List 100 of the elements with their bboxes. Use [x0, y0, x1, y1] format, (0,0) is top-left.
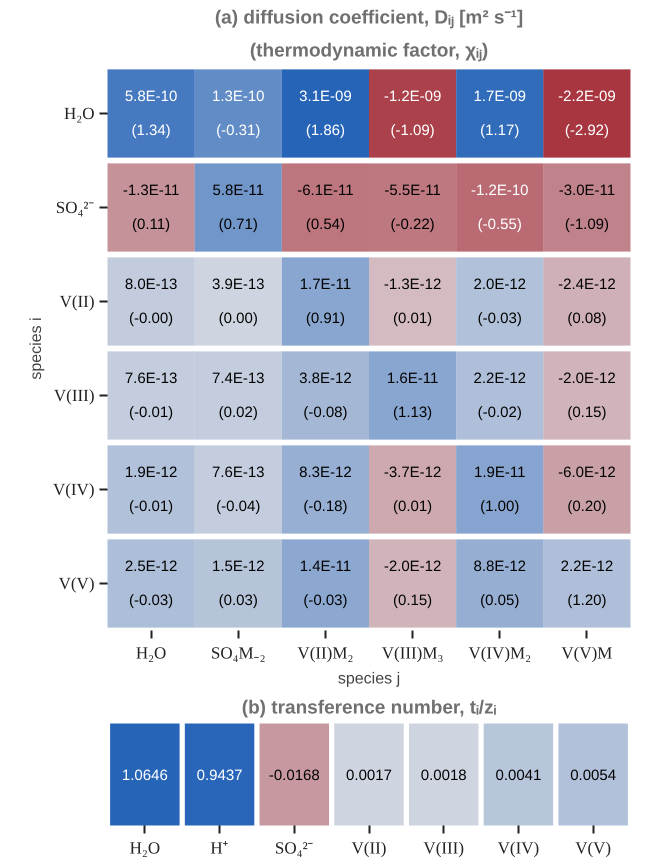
annotation: (0.05) — [480, 592, 520, 609]
annotation: (-0.18) — [303, 498, 348, 515]
annotation: (-0.03) — [303, 592, 348, 609]
data-label: 1.3E-10 — [212, 88, 265, 106]
y-tick-label: V(III) — [54, 386, 95, 405]
y-tick-label: H₂O — [64, 104, 95, 123]
data-label: -2.0E-12 — [384, 558, 442, 576]
data-label: 1.6E-11 — [386, 370, 438, 388]
data-label: 0.0054 — [570, 767, 616, 784]
annotation: (-0.04) — [216, 498, 260, 515]
data-label: 0.0041 — [495, 767, 542, 784]
data-label: 1.5E-12 — [212, 558, 265, 576]
annotation: (-2.92) — [564, 122, 610, 139]
data-label: -1.3E-11 — [122, 182, 180, 200]
data-label: -5.5E-11 — [384, 182, 441, 200]
data-label: 2.2E-12 — [560, 558, 614, 576]
data-label: 5.8E-11 — [212, 182, 264, 200]
data-label: 0.0017 — [346, 767, 392, 784]
data-label: 1.9E-11 — [474, 464, 526, 482]
chart-title: (b) transference number, tᵢ/zᵢ — [242, 698, 497, 718]
data-label: -1.2E-10 — [470, 182, 529, 200]
data-label: -6.0E-12 — [558, 464, 616, 482]
x-tick-label: V(IV)M₂ — [468, 644, 532, 662]
annotation: (-0.02) — [478, 404, 522, 421]
annotation: (1.13) — [392, 404, 432, 421]
data-label: 8.0E-13 — [124, 276, 178, 294]
x-tick-label: V(IV) — [498, 838, 540, 858]
annotation: (1.34) — [131, 122, 171, 139]
chart-title: (a) diffusion coefficient, Dᵢⱼ [m² s⁻¹] — [214, 8, 524, 28]
annotation: (-0.55) — [478, 216, 522, 233]
data-label: 3.9E-13 — [212, 276, 265, 294]
annotation: (0.71) — [218, 216, 258, 233]
annotation: (0.91) — [306, 310, 346, 327]
annotation: (0.00) — [218, 310, 258, 327]
data-label: -0.0168 — [268, 767, 320, 784]
annotation: (0.20) — [567, 498, 607, 515]
data-label: -3.0E-11 — [558, 182, 616, 200]
annotation: (0.15) — [392, 592, 432, 609]
annotation: (-0.01) — [128, 404, 174, 421]
data-label: 7.4E-13 — [212, 370, 265, 388]
annotation: (0.11) — [132, 216, 170, 233]
annotation: (0.03) — [218, 592, 258, 609]
data-label: 0.9437 — [196, 767, 243, 784]
annotation: (0.08) — [567, 310, 607, 327]
data-label: 1.4E-11 — [300, 558, 352, 576]
x-tick-label: H₂O — [130, 838, 160, 858]
annotation: (-0.22) — [390, 216, 435, 233]
x-tick-label: V(V) — [575, 838, 612, 858]
data-label: 1.9E-12 — [124, 464, 178, 482]
data-label: 7.6E-13 — [124, 370, 178, 388]
annotation: (-1.09) — [390, 122, 435, 139]
x-tick-label: V(III) — [423, 838, 464, 858]
annotation: (0.54) — [306, 216, 346, 233]
y-tick-label: V(IV) — [52, 480, 95, 499]
annotation: (0.01) — [392, 498, 432, 515]
data-label: -1.3E-12 — [384, 276, 442, 294]
annotation: (1.86) — [306, 122, 346, 139]
x-tick-label: V(II)M₂ — [297, 644, 354, 662]
annotation: (1.00) — [480, 498, 520, 515]
data-label: 1.7E-11 — [300, 276, 352, 294]
annotation: (1.20) — [567, 592, 607, 609]
x-tick-label: SO₄²⁻ — [274, 838, 314, 858]
data-label: 2.5E-12 — [124, 558, 178, 576]
data-label: -2.4E-12 — [558, 276, 616, 294]
x-tick-label: H₂O — [136, 644, 166, 662]
data-label: 5.8E-10 — [124, 88, 178, 106]
annotation: (-0.01) — [128, 498, 174, 515]
data-label: 1.7E-09 — [473, 88, 526, 106]
annotation: (0.01) — [392, 310, 432, 327]
annotation: (0.02) — [218, 404, 258, 421]
x-tick-label: H⁺ — [210, 838, 229, 858]
annotation: (-0.00) — [128, 310, 174, 327]
annotation: (-0.03) — [478, 310, 522, 327]
y-tick-label: V(V) — [58, 574, 95, 593]
data-label: 7.6E-13 — [212, 464, 265, 482]
y-tick-label: SO₄²⁻ — [56, 198, 95, 217]
data-label: 1.0646 — [122, 767, 168, 784]
annotation: (-0.03) — [128, 592, 174, 609]
annotation: (1.17) — [480, 122, 520, 139]
data-label: 2.0E-12 — [473, 276, 526, 294]
x-tick-label: V(V)M — [561, 644, 612, 662]
data-label: 8.8E-12 — [473, 558, 526, 576]
annotation: (-0.08) — [303, 404, 348, 421]
y-axis-title: species i — [28, 317, 45, 380]
data-label: 2.2E-12 — [473, 370, 526, 388]
annotation: (-1.09) — [564, 216, 610, 233]
data-label: -3.7E-12 — [384, 464, 442, 482]
chart-subtitle: (thermodynamic factor, χᵢⱼ) — [250, 40, 488, 62]
data-label: -1.2E-09 — [384, 88, 442, 106]
data-label: -2.2E-09 — [558, 88, 616, 106]
data-label: 8.3E-12 — [299, 464, 352, 482]
data-label: 3.1E-09 — [299, 88, 352, 106]
data-label: -2.0E-12 — [558, 370, 616, 388]
x-tick-label: V(III)M₃ — [382, 644, 444, 662]
annotation: (0.15) — [567, 404, 607, 421]
x-axis-title: species j — [338, 670, 400, 688]
annotation: (-0.31) — [216, 122, 260, 139]
data-label: -6.1E-11 — [297, 182, 354, 200]
x-tick-label: SO₄M₋₂ — [210, 644, 266, 662]
y-tick-label: V(II) — [60, 292, 94, 311]
